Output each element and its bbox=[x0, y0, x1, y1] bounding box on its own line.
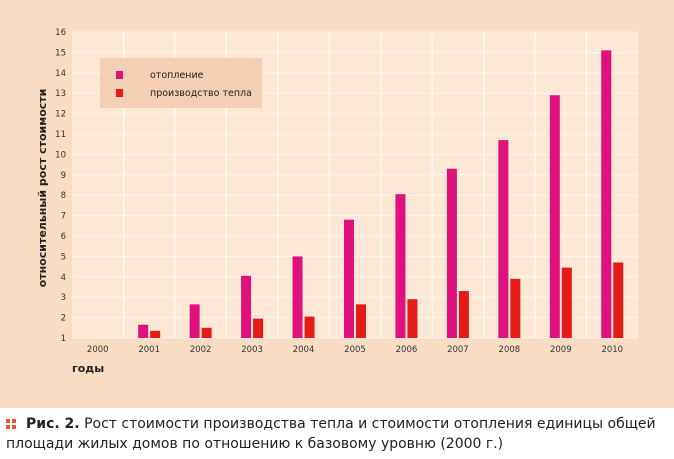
bar-heat-production bbox=[304, 316, 315, 338]
caption-marker-icon bbox=[6, 419, 18, 429]
legend: отопление производство тепла bbox=[100, 58, 262, 108]
y-tick-label: 7 bbox=[61, 212, 66, 222]
y-tick-label: 16 bbox=[55, 28, 66, 38]
legend-swatch-heating bbox=[116, 71, 123, 79]
x-tick-label: 2010 bbox=[601, 345, 623, 355]
y-tick-label: 10 bbox=[55, 150, 66, 160]
legend-label-heating: отопление bbox=[150, 70, 204, 81]
figure-panel: 1 2 3 4 5 6 7 8 9 10 11 12 13 14 15 16 2000 2001 2002 2003… bbox=[0, 0, 674, 408]
legend-box bbox=[100, 58, 262, 108]
bar-heat-production bbox=[253, 318, 264, 338]
y-tick-label: 1 bbox=[61, 334, 66, 344]
bar-heating bbox=[498, 140, 509, 338]
bar-heat-production bbox=[407, 299, 418, 338]
bar-heating bbox=[344, 219, 354, 338]
bar-heating bbox=[549, 95, 560, 339]
bar-heat-production bbox=[458, 291, 469, 338]
legend-label-production: производство тепла bbox=[150, 88, 252, 99]
bar-heating bbox=[138, 324, 149, 338]
y-tick-label: 5 bbox=[61, 252, 66, 262]
y-tick-label: 13 bbox=[55, 89, 66, 99]
y-tick-label: 6 bbox=[61, 232, 66, 242]
x-tick-label: 2007 bbox=[447, 345, 469, 355]
bar-heat-production bbox=[356, 304, 366, 338]
x-tick-label: 2008 bbox=[499, 345, 521, 355]
bar-heat-production bbox=[510, 278, 521, 338]
bar-heating bbox=[395, 194, 406, 338]
bar-heating bbox=[446, 168, 457, 338]
y-tick-label: 15 bbox=[55, 48, 66, 58]
x-tick-label: 2001 bbox=[138, 345, 160, 355]
x-tick-label: 2005 bbox=[344, 345, 366, 355]
bar-heating bbox=[601, 50, 612, 339]
y-tick-label: 11 bbox=[55, 130, 66, 140]
figure-caption: Рис. 2. Рост стоимости производства тепл… bbox=[6, 414, 670, 454]
x-axis-label: годы bbox=[72, 362, 104, 375]
legend-swatch-production bbox=[116, 89, 123, 97]
bar-heat-production bbox=[613, 262, 624, 338]
bar-heat-production bbox=[201, 327, 212, 338]
caption-label: Рис. 2. bbox=[26, 416, 80, 432]
y-tick-label: 2 bbox=[61, 314, 66, 324]
y-tick-label: 3 bbox=[61, 293, 66, 303]
y-tick-label: 9 bbox=[61, 171, 66, 181]
caption-text: Рост стоимости производства тепла и стои… bbox=[6, 416, 656, 452]
y-tick-label: 8 bbox=[61, 191, 66, 201]
x-tick-label: 2006 bbox=[396, 345, 418, 355]
y-tick-label: 14 bbox=[55, 69, 66, 79]
bar-heating bbox=[241, 275, 252, 338]
bar-heating bbox=[189, 304, 200, 338]
bar-heat-production bbox=[150, 330, 161, 338]
x-tick-label: 2002 bbox=[190, 345, 212, 355]
y-tick-label: 12 bbox=[55, 110, 66, 120]
x-tick-label: 2003 bbox=[241, 345, 263, 355]
y-axis-label: относительный рост стоимости bbox=[36, 89, 49, 288]
x-tick-labels: 2000 2001 2002 2003 2004 2005 2006 2007 2008 2009… bbox=[87, 345, 623, 355]
x-tick-label: 2004 bbox=[293, 345, 315, 355]
bar-heating bbox=[292, 256, 303, 338]
x-tick-label: 2000 bbox=[87, 345, 109, 355]
bars-layer bbox=[138, 50, 624, 339]
y-tick-label: 4 bbox=[61, 273, 66, 283]
bar-heat-production bbox=[561, 267, 572, 338]
x-tick-label: 2009 bbox=[550, 345, 572, 355]
